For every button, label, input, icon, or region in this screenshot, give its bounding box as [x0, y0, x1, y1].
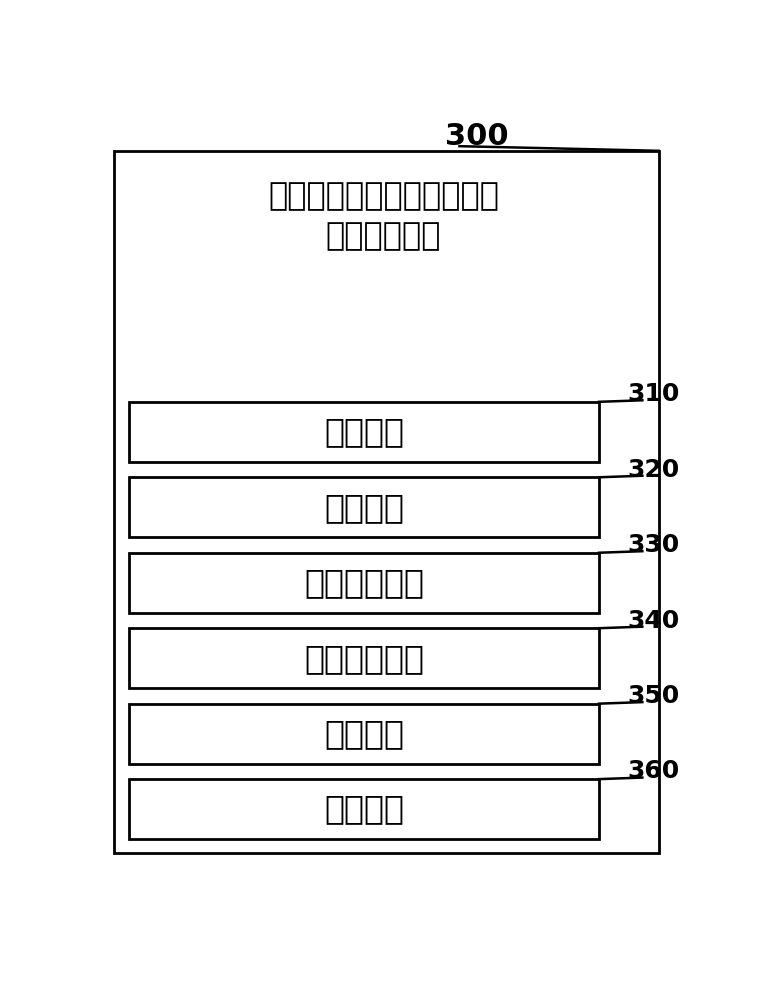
Text: 联合低秩约束跨视角判别子: 联合低秩约束跨视角判别子	[268, 182, 499, 213]
Text: 330: 330	[627, 533, 680, 557]
Bar	[129, 628, 599, 688]
Bar	[129, 402, 599, 462]
Text: 获得单元: 获得单元	[324, 793, 404, 826]
Bar	[129, 779, 599, 839]
Text: 空间学习装置: 空间学习装置	[326, 222, 441, 253]
Text: 360: 360	[627, 759, 680, 783]
Text: 340: 340	[627, 608, 680, 633]
Text: 第一重拟单元: 第一重拟单元	[304, 566, 424, 599]
Text: 300: 300	[445, 122, 509, 151]
Text: 第二重拟单元: 第二重拟单元	[304, 642, 424, 675]
Text: 存储单元: 存储单元	[324, 415, 404, 448]
Bar	[129, 704, 599, 764]
Text: 求解单元: 求解单元	[324, 717, 404, 750]
Text: 320: 320	[627, 458, 680, 482]
Text: 定义单元: 定义单元	[324, 491, 404, 524]
Text: 310: 310	[627, 382, 680, 406]
Text: 350: 350	[627, 684, 680, 708]
Bar	[129, 553, 599, 613]
Bar	[129, 477, 599, 537]
